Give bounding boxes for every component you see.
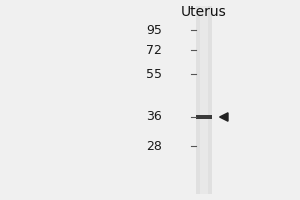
Text: 36: 36 <box>146 110 162 123</box>
Text: 72: 72 <box>146 44 162 56</box>
Polygon shape <box>220 113 228 121</box>
Bar <box>196 6 212 194</box>
Text: 28: 28 <box>146 140 162 152</box>
Text: Uterus: Uterus <box>181 5 227 19</box>
Text: 95: 95 <box>146 23 162 36</box>
Bar <box>200 6 208 194</box>
Bar <box>196 115 212 119</box>
Text: 55: 55 <box>146 68 162 80</box>
